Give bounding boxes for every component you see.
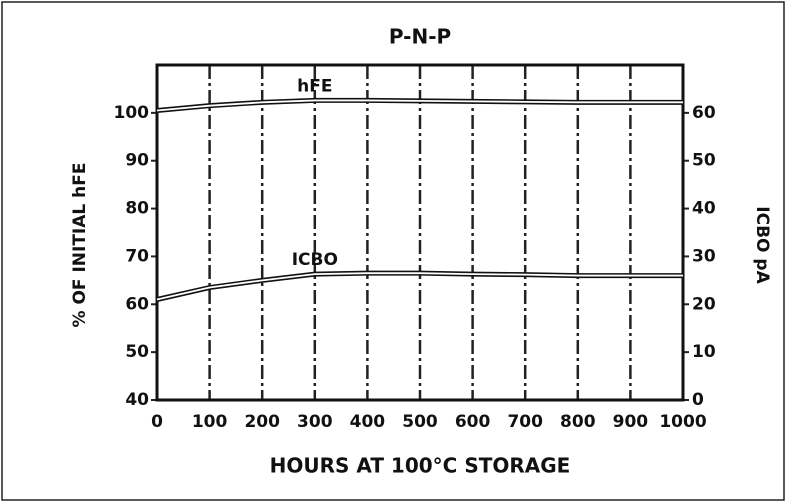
y-tick-label: 90	[125, 151, 149, 171]
y-tick-label: 80	[125, 199, 149, 219]
y2-tick-label: 10	[692, 342, 716, 362]
series-label: hFE	[297, 76, 332, 96]
x-tick-label: 300	[297, 412, 333, 432]
y2-tick-label: 0	[692, 390, 704, 410]
y2-tick-label: 60	[692, 103, 716, 123]
y2-tick-label: 50	[692, 151, 716, 171]
x-tick-label: 200	[244, 412, 280, 432]
x-axis-label: HOURS AT 100°C STORAGE	[270, 454, 571, 478]
series-label: ICBO	[292, 250, 338, 270]
y2-axis-label: ICBO pA	[752, 206, 772, 284]
y-tick-label: 100	[114, 103, 150, 123]
chart-title: P-N-P	[389, 25, 451, 49]
x-tick-label: 100	[192, 412, 228, 432]
plot-frame	[155, 63, 685, 402]
y2-tick-label: 30	[692, 246, 716, 266]
x-tick-label: 0	[151, 412, 163, 432]
y-tick-label: 50	[125, 342, 149, 362]
y-tick-label: 40	[125, 390, 149, 410]
x-tick-label: 1000	[659, 412, 706, 432]
y-axis-label: % OF INITIAL hFE	[70, 163, 90, 328]
y-tick-label: 70	[125, 246, 149, 266]
x-tick-label: 800	[560, 412, 596, 432]
x-tick-label: 500	[402, 412, 438, 432]
series-line-inner	[156, 99, 683, 112]
x-tick-label: 600	[455, 412, 491, 432]
x-tick-label: 700	[507, 412, 543, 432]
series-line-inner	[156, 272, 683, 301]
x-tick-label: 900	[613, 412, 649, 432]
y2-tick-label: 40	[692, 199, 716, 219]
y2-tick-label: 20	[692, 294, 716, 314]
y-tick-label: 60	[125, 294, 149, 314]
x-tick-label: 400	[350, 412, 386, 432]
